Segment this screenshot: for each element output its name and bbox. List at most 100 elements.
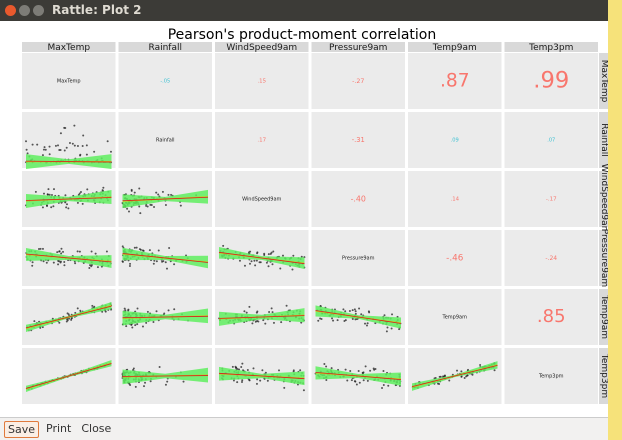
row-label: MaxTemp	[599, 60, 608, 103]
point	[336, 319, 339, 322]
point	[36, 143, 39, 146]
point	[152, 320, 155, 323]
point	[124, 309, 127, 312]
point	[26, 152, 29, 155]
point	[42, 192, 45, 195]
point	[71, 142, 74, 145]
point	[245, 311, 248, 314]
point	[131, 326, 134, 329]
point	[42, 260, 45, 263]
point	[60, 247, 63, 250]
point	[68, 142, 71, 145]
diagonal-label: Rainfall	[156, 138, 175, 144]
point	[149, 380, 152, 383]
point	[278, 369, 281, 372]
button[interactable]: Print	[46, 422, 72, 435]
point	[167, 309, 170, 312]
row-label: Rainfall	[599, 123, 608, 156]
point	[81, 202, 84, 205]
point	[96, 266, 99, 269]
point	[57, 263, 60, 266]
point	[460, 370, 463, 373]
panel	[408, 289, 502, 345]
point	[254, 320, 257, 323]
point	[145, 321, 148, 324]
panel	[408, 112, 502, 168]
column-strip	[118, 42, 212, 52]
point	[325, 378, 328, 381]
close-window[interactable]	[5, 5, 16, 16]
point	[60, 252, 63, 255]
smooth-line	[315, 310, 402, 324]
point	[136, 307, 139, 310]
scatter	[218, 362, 305, 392]
panel	[215, 112, 309, 168]
point	[179, 204, 182, 207]
point	[73, 144, 76, 147]
point	[161, 190, 164, 193]
row-strip	[599, 348, 608, 404]
button[interactable]: Save	[4, 421, 40, 438]
point	[234, 365, 237, 368]
row-strip	[599, 112, 608, 168]
point	[76, 307, 79, 310]
point	[366, 322, 369, 325]
point	[173, 308, 176, 311]
point	[134, 385, 137, 388]
point	[31, 264, 34, 267]
point	[52, 261, 55, 264]
smooth-line	[25, 253, 112, 263]
point	[74, 311, 77, 314]
point	[155, 310, 158, 313]
row-strip	[599, 171, 608, 227]
point	[353, 308, 356, 311]
point	[88, 267, 91, 270]
point	[342, 308, 345, 311]
row-strip	[599, 53, 608, 109]
point	[251, 322, 254, 325]
point	[63, 264, 66, 267]
point	[243, 310, 246, 313]
point	[170, 193, 173, 196]
point	[264, 371, 267, 374]
point	[255, 259, 258, 262]
button[interactable]: Close	[81, 422, 112, 435]
point	[242, 369, 245, 372]
correlation-value: -.31	[352, 136, 365, 144]
point	[366, 379, 369, 382]
smooth-line	[25, 305, 112, 329]
panel	[311, 53, 405, 109]
maximize-window[interactable]	[33, 5, 44, 16]
scatter	[411, 361, 498, 391]
point	[438, 383, 441, 386]
point	[146, 205, 149, 208]
point	[144, 381, 147, 384]
correlation-value: .14	[451, 197, 460, 203]
point	[155, 260, 158, 263]
point	[70, 318, 73, 321]
point	[300, 255, 303, 258]
minimize-window[interactable]	[19, 5, 30, 16]
point	[302, 389, 305, 392]
title-bar: Rattle: Plot 2	[0, 0, 608, 21]
point	[241, 379, 244, 382]
point	[90, 264, 93, 267]
point	[493, 369, 496, 372]
point	[257, 320, 260, 323]
point	[256, 378, 259, 381]
scatter	[25, 247, 112, 270]
point	[281, 254, 284, 257]
point	[258, 261, 261, 264]
point	[247, 251, 250, 254]
point	[261, 369, 264, 372]
point	[249, 262, 252, 265]
point	[255, 311, 258, 314]
point	[54, 144, 57, 147]
row-strip	[599, 230, 608, 286]
point	[41, 206, 44, 209]
scatter	[25, 359, 112, 393]
column-strip	[311, 42, 405, 52]
point	[350, 379, 353, 382]
point	[153, 206, 156, 209]
point	[438, 375, 441, 378]
